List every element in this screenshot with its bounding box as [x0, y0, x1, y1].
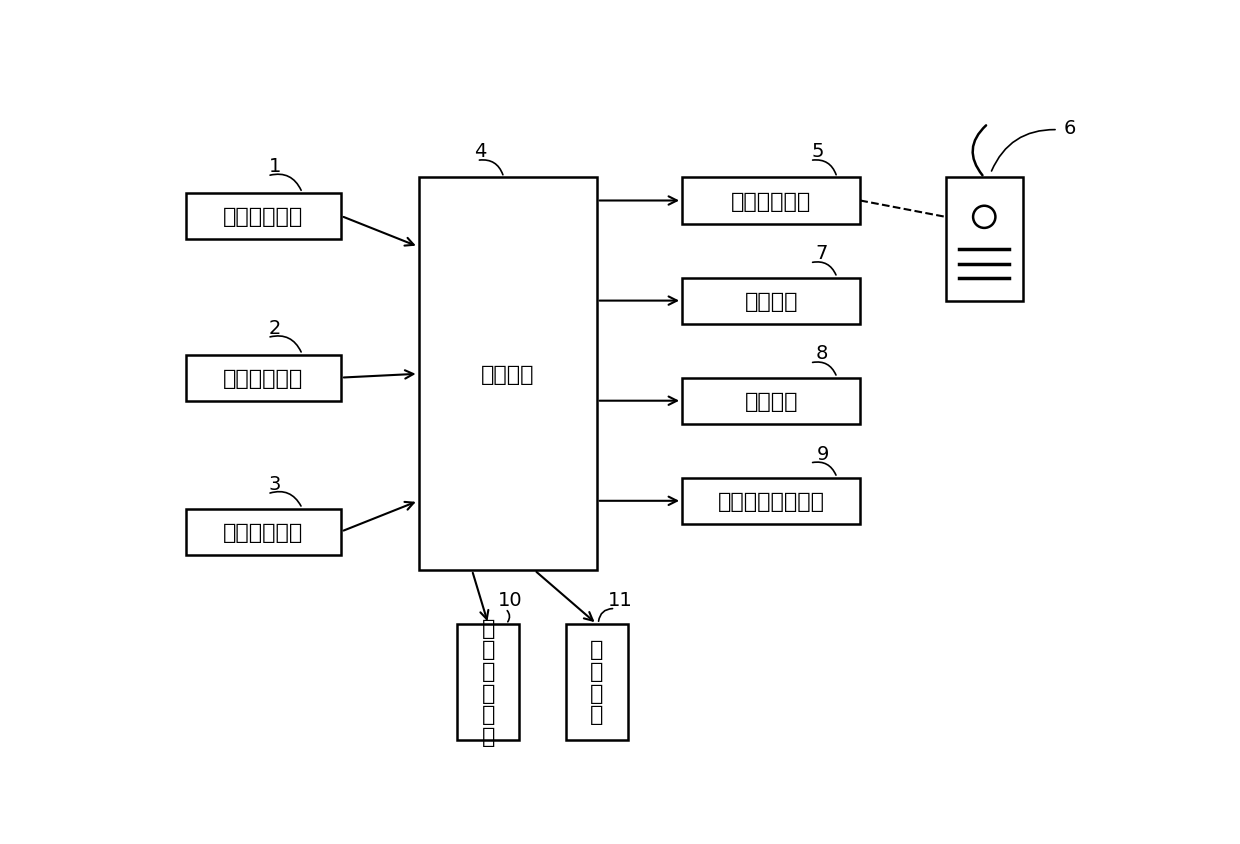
Bar: [682, 279, 861, 324]
Text: 主控模块: 主控模块: [481, 365, 534, 384]
Text: 10: 10: [497, 590, 522, 609]
Bar: [186, 509, 341, 555]
Text: 1: 1: [269, 157, 281, 176]
Text: 5: 5: [811, 142, 823, 160]
Bar: [419, 178, 596, 571]
Bar: [186, 193, 341, 240]
Text: 显
示
模
块: 显 示 模 块: [590, 640, 604, 724]
Bar: [945, 178, 1023, 301]
Bar: [682, 479, 861, 524]
Text: 喷水模块: 喷水模块: [744, 392, 797, 411]
Text: 4: 4: [475, 142, 486, 160]
Bar: [186, 355, 341, 401]
Bar: [458, 625, 520, 739]
Text: 3: 3: [269, 475, 281, 494]
Text: 8: 8: [816, 344, 827, 363]
Text: 冷却模块: 冷却模块: [744, 291, 797, 311]
Text: 图像采集模块: 图像采集模块: [223, 207, 304, 227]
Text: 2: 2: [269, 319, 281, 338]
Text: 无线通信模块: 无线通信模块: [732, 192, 811, 211]
Bar: [565, 625, 627, 739]
Text: 冷却模拟控制模块: 冷却模拟控制模块: [718, 491, 825, 511]
Text: 9: 9: [817, 444, 830, 463]
Bar: [682, 378, 861, 425]
Text: 操作控制模块: 操作控制模块: [223, 522, 304, 542]
Text: 缺
陷
检
测
模
块: 缺 陷 检 测 模 块: [481, 618, 495, 746]
Bar: [682, 178, 861, 225]
Text: 6: 6: [1064, 119, 1075, 138]
Text: 7: 7: [816, 244, 827, 263]
Text: 温度检测模块: 温度检测模块: [223, 368, 304, 388]
Text: 11: 11: [608, 590, 632, 609]
